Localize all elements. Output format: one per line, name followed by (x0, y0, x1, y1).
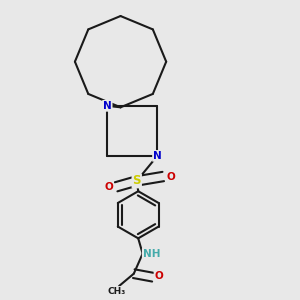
Text: S: S (133, 174, 141, 188)
Text: O: O (166, 172, 175, 182)
Text: O: O (154, 271, 163, 281)
Text: O: O (104, 182, 113, 192)
Text: N: N (103, 101, 112, 111)
Text: N: N (153, 151, 162, 161)
Text: CH₃: CH₃ (107, 287, 125, 296)
Text: NH: NH (143, 249, 160, 259)
